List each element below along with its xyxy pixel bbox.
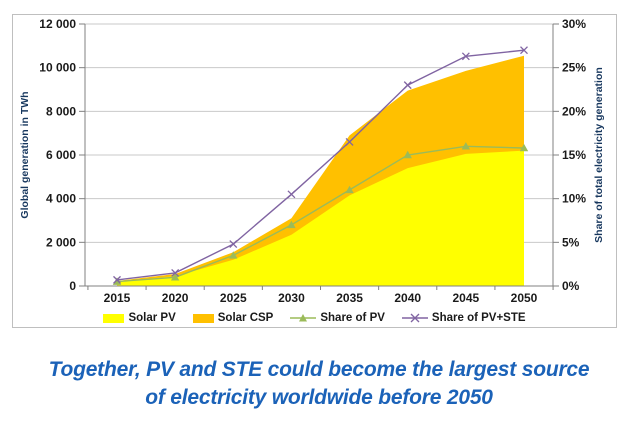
x-marker (287, 190, 296, 199)
year-tick-label: 2020 (162, 291, 189, 305)
year-tick-label: 2035 (336, 291, 363, 305)
legend-label: Share of PV+STE (431, 312, 526, 324)
chart-caption: Together, PV and STE could become the la… (0, 356, 638, 411)
left-axis-title: Global generation in TWh (19, 91, 31, 218)
x-marker (403, 81, 412, 90)
triangle-marker (461, 142, 471, 150)
x-marker (520, 46, 528, 55)
year-tick-label: 2030 (278, 291, 305, 305)
triangle-marker (229, 251, 238, 259)
right-axis-tick-label: 30% (562, 17, 586, 31)
left-axis-tick-label: 6 000 (46, 148, 76, 162)
right-axis-tick-label: 10% (562, 192, 586, 206)
caption-line-1: Together, PV and STE could become the la… (48, 358, 590, 381)
legend-label: Share of PV (320, 312, 385, 324)
triangle-marker (403, 150, 412, 159)
legend-swatch (192, 313, 214, 323)
right-axis-tick-label: 25% (562, 61, 586, 75)
legend-item-share-of-pv-ste: Share of PV+STE (401, 312, 526, 324)
chart-legend: Solar PV Solar CSP Share of PV Share of PV+… (13, 312, 616, 324)
triangle-marker (112, 277, 122, 285)
left-axis-tick-label: 0 (69, 279, 76, 293)
right-axis-tick-label: 0% (562, 279, 580, 293)
triangle-marker (345, 185, 354, 194)
caption-line-2: of electricity worldwide before 2050 (145, 385, 493, 409)
solar-pv-area (117, 150, 524, 286)
left-axis-tick-label: 8 000 (46, 104, 76, 118)
triangle-marker (519, 143, 529, 152)
legend-label: Solar CSP (217, 312, 274, 324)
year-tick-label: 2045 (453, 291, 480, 305)
x-marker (461, 52, 470, 61)
solar-generation-chart: 12 000 30% 10 000 25% 8 000 20% 6 000 15% 4 000 1… (19, 17, 605, 305)
triangle-marker (170, 273, 180, 281)
legend-item-solar-pv: Solar PV (103, 312, 176, 324)
share-of-pv-line (116, 145, 525, 283)
triangle-marker (287, 220, 296, 229)
legend-item-share-of-pv: Share of PV (290, 312, 385, 324)
right-axis-tick-label: 15% (562, 148, 586, 162)
legend-swatch (103, 313, 125, 323)
left-axis-tick-label: 2 000 (46, 235, 76, 249)
legend-item-solar-csp: Solar CSP (192, 312, 274, 324)
year-tick-label: 2050 (511, 291, 538, 305)
right-axis-tick-label: 20% (562, 104, 586, 118)
year-tick-label: 2015 (104, 291, 131, 305)
legend-label: Solar PV (128, 312, 176, 324)
right-axis-title: Share of total electricity generation (593, 67, 605, 243)
x-marker (171, 268, 180, 277)
left-axis-tick-label: 12 000 (39, 17, 76, 31)
chart-frame: 12 000 30% 10 000 25% 8 000 20% 6 000 15% 4 000 1… (12, 14, 617, 328)
legend-swatch (401, 313, 428, 323)
share-of-pv-ste-line (116, 49, 525, 281)
left-axis-tick-label: 10 000 (39, 61, 76, 75)
x-marker (113, 275, 121, 284)
x-marker (229, 240, 238, 249)
left-axis-tick-label: 4 000 (46, 192, 76, 206)
year-tick-label: 2040 (394, 291, 421, 305)
legend-swatch (290, 314, 317, 322)
right-axis-tick-label: 5% (562, 235, 580, 249)
year-tick-label: 2025 (220, 291, 247, 305)
x-marker (345, 137, 354, 146)
